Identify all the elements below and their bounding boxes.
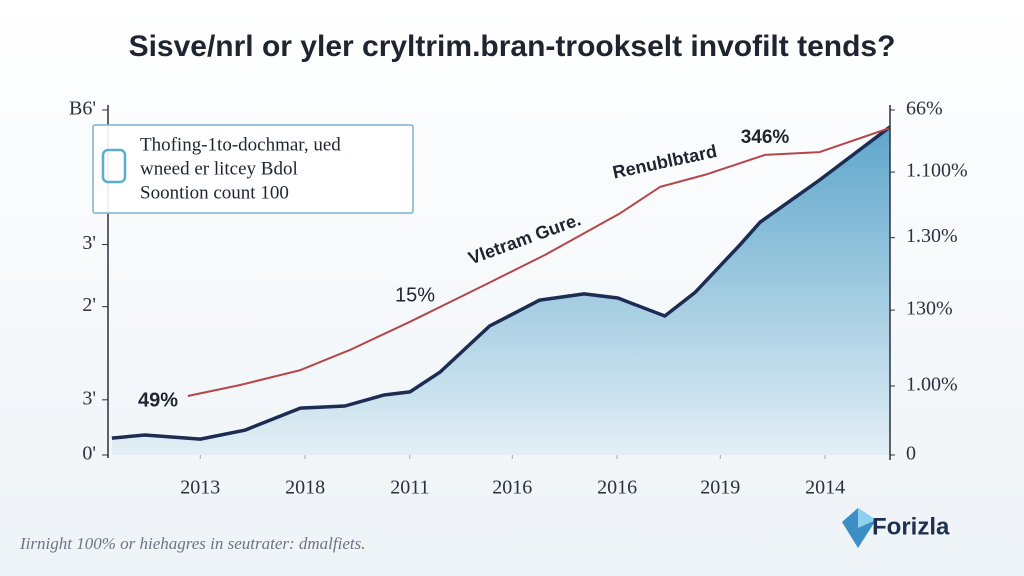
annotation: 346% bbox=[741, 127, 790, 148]
line bbox=[111, 125, 892, 441]
x-tick-label: 2016 bbox=[597, 477, 637, 499]
y-tick-label: 3' bbox=[82, 387, 96, 409]
annotation: 15% bbox=[395, 284, 435, 306]
y2-tick-label: 130% bbox=[906, 298, 953, 320]
x-tick-label: 2011 bbox=[390, 477, 429, 499]
y2-tick-label: 1.30% bbox=[906, 225, 958, 247]
legend-text: Thofing-1to-dochmar, ued bbox=[140, 134, 341, 155]
area bbox=[111, 126, 890, 456]
logo-icon bbox=[858, 508, 876, 528]
chart-title: Sisve/nrl or yler cryltrim.bran-trooksel… bbox=[129, 30, 896, 63]
line bbox=[187, 126, 891, 397]
legend-icon bbox=[101, 148, 127, 184]
legend-text: wneed er litcey Bdol bbox=[140, 158, 298, 179]
y-tick-label: 3' bbox=[82, 232, 96, 254]
brand: Forizla bbox=[872, 513, 950, 540]
x-tick-label: 2016 bbox=[492, 477, 532, 499]
x-tick-label: 2013 bbox=[180, 477, 220, 499]
x-tick-label: 2014 bbox=[805, 477, 845, 499]
legend-text: Soontion count 100 bbox=[140, 182, 289, 203]
x-tick-label: 2018 bbox=[285, 477, 325, 499]
y2-tick-label: 1.100% bbox=[906, 160, 968, 182]
footer: Iirnight 100% or hiehagres in seutrater:… bbox=[19, 534, 366, 553]
y2-tick-label: 0 bbox=[906, 443, 916, 465]
annotation: 49% bbox=[138, 389, 178, 411]
y-tick-label: 0' bbox=[82, 443, 96, 465]
y2-tick-label: 1.00% bbox=[906, 374, 958, 396]
y2-tick-label: 66% bbox=[906, 98, 943, 120]
legend-box bbox=[92, 124, 414, 214]
x-tick-label: 2019 bbox=[700, 477, 740, 499]
y-tick-label: 2' bbox=[82, 294, 96, 316]
y-tick-label: B6' bbox=[69, 98, 96, 120]
